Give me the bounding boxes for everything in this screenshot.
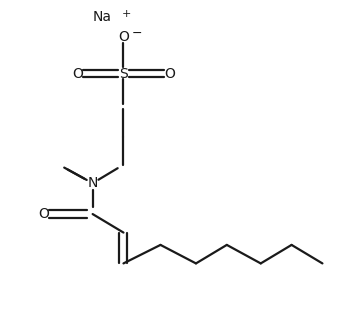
Text: O: O	[118, 30, 129, 44]
Text: +: +	[122, 8, 131, 19]
Text: Na: Na	[92, 10, 111, 24]
Text: O: O	[164, 67, 175, 81]
Text: O: O	[72, 67, 83, 81]
Text: O: O	[38, 207, 49, 221]
Text: S: S	[119, 67, 128, 81]
Text: −: −	[132, 27, 142, 40]
Text: N: N	[87, 176, 98, 190]
